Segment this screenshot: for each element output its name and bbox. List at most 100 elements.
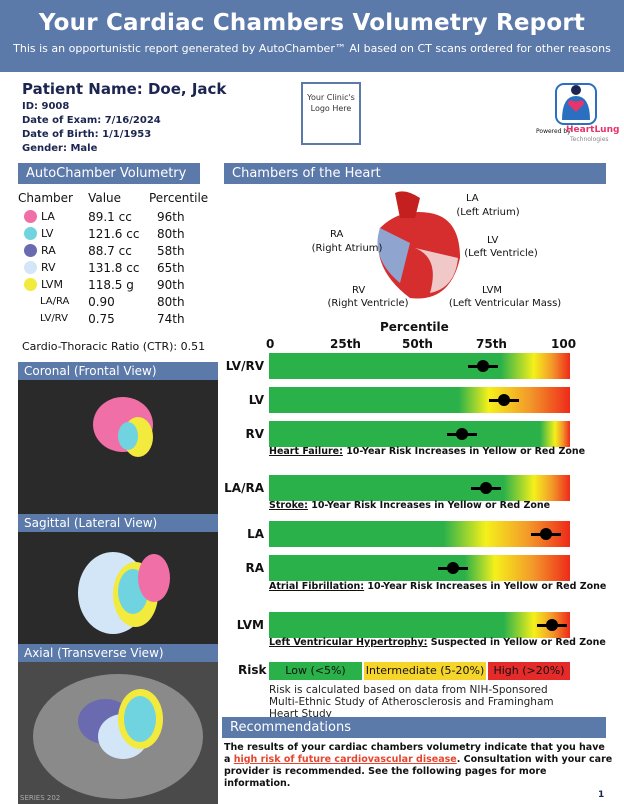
chamber-percentile: 74th bbox=[156, 311, 185, 326]
chamber-name: LA/RA bbox=[40, 296, 70, 307]
brand-name: HeartLung bbox=[566, 125, 620, 135]
series-label: SERIES 202 bbox=[20, 794, 61, 802]
coronal-scan-image: Coronal (Frontal View) bbox=[18, 362, 218, 514]
chamber-color-icon bbox=[24, 210, 37, 224]
lvm-label: LVM bbox=[482, 285, 502, 296]
rv-label: RV bbox=[352, 285, 366, 296]
bar-label: RV bbox=[245, 427, 264, 441]
exam-date: Date of Exam: 7/16/2024 bbox=[22, 115, 161, 126]
note-lvh: Left Ventricular Hypertrophy: Suspected … bbox=[269, 637, 606, 648]
chamber-value: 131.8 cc bbox=[88, 260, 140, 275]
volumetry-table: Chamber Value Percentile LA 89.1 cc 96th LV 12… bbox=[18, 188, 218, 327]
tick-50: 50th bbox=[402, 337, 433, 351]
percentile-marker bbox=[467, 360, 498, 372]
risk-intermediate: Intermediate (5-20%) bbox=[364, 662, 486, 680]
tick-25: 25th bbox=[330, 337, 361, 351]
patient-info: Patient Name: Doe, Jack ID: 9008 Date of… bbox=[22, 80, 226, 154]
chamber-value: 121.6 cc bbox=[88, 226, 140, 241]
tick-100: 100 bbox=[551, 337, 577, 351]
birth-date: Date of Birth: 1/1/1953 bbox=[22, 129, 152, 140]
bar-label: LV bbox=[248, 393, 264, 407]
volumetry-row: RA 88.7 cc 58th bbox=[18, 242, 218, 259]
recommendations-title: Recommendations bbox=[222, 717, 606, 738]
note-heart-failure: Heart Failure: 10-Year Risk Increases in… bbox=[269, 446, 586, 457]
ra-full: (Right Atrium) bbox=[311, 243, 383, 254]
patient-id: ID: 9008 bbox=[22, 101, 70, 112]
ra-label: RA bbox=[330, 229, 344, 240]
chamber-value: 118.5 g bbox=[88, 277, 134, 292]
chamber-value: 0.75 bbox=[88, 311, 115, 326]
lv-label: LV bbox=[487, 235, 499, 246]
col-chamber: Chamber bbox=[18, 191, 73, 205]
risk-low: Low (<5%) bbox=[269, 662, 362, 680]
volumetry-row: RV 131.8 cc 65th bbox=[18, 259, 218, 276]
la-full: (Left Atrium) bbox=[456, 207, 520, 218]
chamber-name: LA bbox=[41, 209, 55, 223]
percentile-bar bbox=[269, 387, 570, 413]
volumetry-row: LA/RA 0.90 80th bbox=[18, 293, 218, 310]
tick-0: 0 bbox=[266, 337, 275, 351]
chamber-color-icon bbox=[24, 278, 37, 292]
powered-by: Powered by bbox=[536, 128, 571, 135]
chamber-color-icon bbox=[24, 261, 37, 275]
percentile-bar bbox=[269, 521, 570, 547]
volumetry-row: LA 89.1 cc 96th bbox=[18, 208, 218, 225]
lv-full: (Left Ventricle) bbox=[464, 248, 538, 259]
percentile-bar bbox=[269, 612, 570, 638]
ctr-value: Cardio-Thoracic Ratio (CTR): 0.51 bbox=[22, 340, 206, 353]
lvm-full: (Left Ventricular Mass) bbox=[448, 298, 562, 309]
volumetry-row: LV 121.6 cc 80th bbox=[18, 225, 218, 242]
percentile-marker bbox=[437, 562, 468, 574]
chamber-name: RA bbox=[41, 243, 56, 257]
report-title: Your Cardiac Chambers Volumetry Report bbox=[38, 10, 586, 36]
chamber-percentile: 58th bbox=[156, 243, 185, 258]
patient-name: Patient Name: Doe, Jack bbox=[22, 80, 227, 98]
chambers-section-title: Chambers of the Heart bbox=[224, 163, 606, 184]
chamber-percentile: 96th bbox=[156, 209, 185, 224]
chamber-value: 89.1 cc bbox=[88, 209, 132, 224]
percentile-bar bbox=[269, 353, 570, 379]
percentile-marker bbox=[536, 619, 567, 631]
chamber-color-icon bbox=[24, 244, 37, 258]
note-stroke: Stroke: 10-Year Risk Increases in Yellow… bbox=[269, 500, 551, 511]
sagittal-label: Sagittal (Lateral View) bbox=[18, 514, 218, 532]
percentile-marker bbox=[488, 394, 519, 406]
coronal-label: Coronal (Frontal View) bbox=[18, 362, 218, 380]
bar-label: LA/RA bbox=[224, 481, 264, 495]
la-label: LA bbox=[466, 193, 479, 204]
chamber-name: LV bbox=[41, 226, 54, 240]
risk-note: Risk is calculated based on data from NI… bbox=[269, 684, 554, 720]
risk-high: High (>20%) bbox=[488, 662, 570, 680]
chamber-percentile: 90th bbox=[156, 277, 185, 292]
chart-title: Percentile bbox=[380, 320, 449, 334]
sagittal-scan-image: Sagittal (Lateral View) bbox=[18, 514, 218, 644]
report-header: Your Cardiac Chambers Volumetry Report T… bbox=[0, 0, 624, 72]
bar-label: LV/RV bbox=[225, 359, 264, 373]
percentile-marker bbox=[530, 528, 561, 540]
risk-link[interactable]: high risk of future cardiovascular disea… bbox=[233, 754, 457, 765]
chamber-name: LVM bbox=[41, 277, 63, 291]
recommendations-text: The results of your cardiac chambers vol… bbox=[224, 742, 613, 789]
chamber-name: RV bbox=[41, 260, 56, 274]
volumetry-row: LV/RV 0.75 74th bbox=[18, 310, 218, 327]
report-subtitle: This is an opportunistic report generate… bbox=[13, 42, 611, 55]
heartlung-logo-icon bbox=[555, 83, 597, 125]
brand-sub: Technologies bbox=[570, 136, 609, 143]
note-afib: Atrial Fibrillation: 10-Year Risk Increa… bbox=[269, 581, 607, 592]
chamber-percentile: 80th bbox=[156, 294, 185, 309]
tick-75: 75th bbox=[476, 337, 507, 351]
chamber-value: 0.90 bbox=[88, 294, 115, 309]
heart-diagram-icon bbox=[377, 191, 460, 299]
col-percentile: Percentile bbox=[148, 191, 209, 205]
bar-label: RA bbox=[245, 561, 264, 575]
bar-label: LA bbox=[247, 527, 264, 541]
chamber-name: LV/RV bbox=[40, 313, 68, 324]
percentile-marker bbox=[470, 482, 501, 494]
axial-scan-image: Axial (Transverse View) SERIES 202 bbox=[18, 644, 218, 804]
chamber-percentile: 80th bbox=[156, 226, 185, 241]
percentile-bar bbox=[269, 555, 570, 581]
risk-label: Risk bbox=[238, 663, 267, 677]
volumetry-section-title: AutoChamber Volumetry bbox=[18, 163, 200, 184]
percentile-marker bbox=[446, 428, 477, 440]
volumetry-row: LVM 118.5 g 90th bbox=[18, 276, 218, 293]
